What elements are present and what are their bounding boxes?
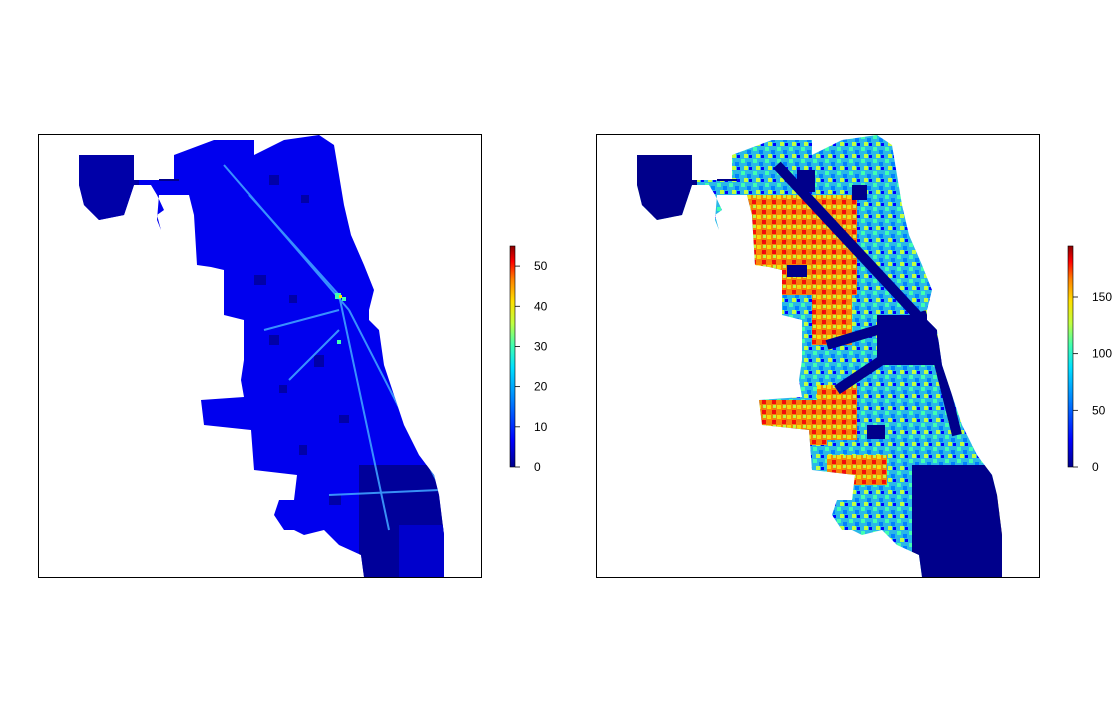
colorbar-right-svg: 0 50 100 150 bbox=[1067, 245, 1112, 474]
colorbar-left-svg: 0 10 20 30 40 50 bbox=[509, 245, 548, 474]
colorbar-left-tick-label: 0 bbox=[534, 460, 541, 474]
colorbar-right-tick-label: 50 bbox=[1092, 403, 1106, 417]
colorbar-right-tick-label: 100 bbox=[1092, 347, 1112, 361]
colorbar-left-tick-label: 20 bbox=[534, 380, 548, 394]
colorbar-right: 0 50 100 150 bbox=[1066, 244, 1116, 474]
map-panel-right bbox=[596, 134, 1040, 578]
colorbar-right-tick-label: 150 bbox=[1092, 290, 1112, 304]
colorbar-right-ticks: 0 50 100 150 bbox=[1073, 290, 1112, 474]
colorbar-right-gradient bbox=[1067, 245, 1074, 468]
colorbar-left-tick-label: 50 bbox=[534, 259, 548, 273]
colorbar-left: 0 10 20 30 40 50 bbox=[508, 244, 568, 474]
map-panel-left bbox=[38, 134, 482, 578]
colorbar-right-tick-label: 0 bbox=[1092, 460, 1099, 474]
city-raster-map-left bbox=[79, 135, 444, 577]
colorbar-left-ticks: 0 10 20 30 40 50 bbox=[515, 259, 548, 474]
colorbar-left-tick-label: 30 bbox=[534, 339, 548, 353]
colorbar-left-gradient bbox=[509, 245, 516, 468]
colorbar-left-tick-label: 10 bbox=[534, 420, 548, 434]
colorbar-left-tick-label: 40 bbox=[534, 299, 548, 313]
city-raster-map-right bbox=[637, 135, 1002, 577]
